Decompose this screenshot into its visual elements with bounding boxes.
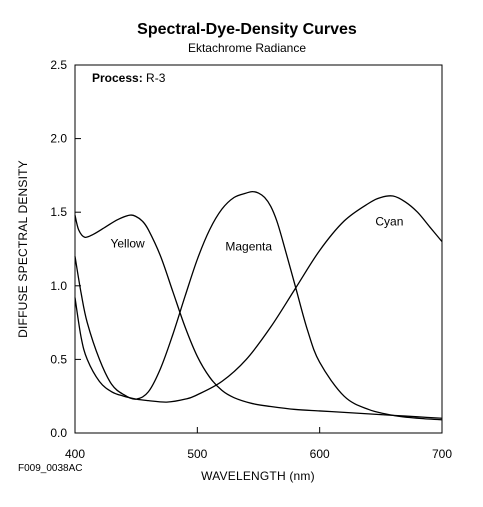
x-axis: 400 500 600 700 xyxy=(65,427,452,461)
series-line-cyan xyxy=(74,195,443,403)
x-tick-label: 700 xyxy=(432,447,452,461)
series-line-magenta xyxy=(74,190,443,421)
process-label: Process: xyxy=(92,71,143,85)
y-tick-label: 0.5 xyxy=(50,352,67,366)
y-tick-label: 1.0 xyxy=(50,279,67,293)
x-tick-label: 600 xyxy=(310,447,330,461)
y-tick-label: 0.0 xyxy=(50,426,67,440)
process-annotation: Process: R-3 xyxy=(92,71,166,85)
chart-title: Spectral-Dye-Density Curves xyxy=(137,21,357,38)
series-labels: Yellow Magenta Cyan xyxy=(110,214,403,253)
x-axis-label: WAVELENGTH (nm) xyxy=(201,469,315,483)
chart-subtitle: Ektachrome Radiance xyxy=(188,41,306,55)
x-tick-label: 500 xyxy=(187,447,207,461)
y-axis-label: DIFFUSE SPECTRAL DENSITY xyxy=(16,160,30,338)
series-label-magenta: Magenta xyxy=(225,239,272,253)
plot-frame xyxy=(74,64,443,434)
series-label-cyan: Cyan xyxy=(375,214,403,228)
series-label-yellow: Yellow xyxy=(110,237,145,251)
y-tick-label: 2.5 xyxy=(50,58,67,72)
y-tick-label: 1.5 xyxy=(50,205,67,219)
series-lines xyxy=(74,190,443,421)
figure-code: F009_0038AC xyxy=(18,463,83,474)
y-tick-label: 2.0 xyxy=(50,132,67,146)
series-line-yellow xyxy=(74,214,443,419)
y-axis: 0.0 0.5 1.0 1.5 2.0 2.5 xyxy=(50,58,81,440)
process-value: R-3 xyxy=(143,71,166,85)
x-tick-label: 400 xyxy=(65,447,85,461)
